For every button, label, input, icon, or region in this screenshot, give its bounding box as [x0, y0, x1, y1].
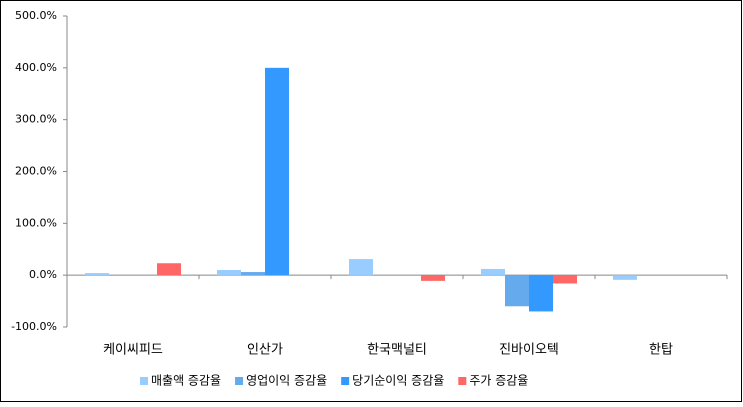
bar [529, 275, 553, 312]
y-tick-label: 0.0% [29, 268, 57, 281]
legend-label: 주가 증감율 [469, 374, 528, 388]
bar [85, 273, 109, 276]
bar [505, 275, 529, 307]
bar [613, 275, 637, 280]
y-tick-label: 300.0% [15, 113, 57, 126]
bar [349, 259, 373, 276]
x-tick-label: 인산가 [247, 343, 283, 358]
x-tick-label: 케이씨피드 [103, 343, 163, 358]
legend-label: 당기순이익 증감율 [352, 374, 444, 388]
x-tick-label: 한탑 [649, 343, 673, 358]
y-tick-label: 400.0% [15, 61, 57, 74]
bar [481, 268, 505, 276]
bar [241, 272, 265, 276]
x-tick-label: 한국맥널티 [367, 343, 427, 358]
bar [265, 67, 289, 276]
legend-swatch [140, 377, 148, 385]
bar [553, 275, 577, 284]
legend-swatch [458, 377, 467, 385]
bar [217, 269, 241, 276]
bar [157, 263, 181, 276]
legend-swatch [235, 377, 244, 385]
y-tick-label: 100.0% [15, 216, 57, 229]
y-tick-label: -100.0% [11, 320, 57, 333]
y-tick-label: 200.0% [15, 165, 57, 178]
bar [421, 275, 445, 281]
y-tick-label: 500.0% [15, 9, 57, 22]
legend-label: 매출액 증감율 [151, 374, 221, 388]
legend-label: 영업이익 증감율 [246, 374, 327, 388]
legend-swatch [341, 377, 350, 385]
x-tick-label: 진바이오텍 [499, 343, 559, 358]
